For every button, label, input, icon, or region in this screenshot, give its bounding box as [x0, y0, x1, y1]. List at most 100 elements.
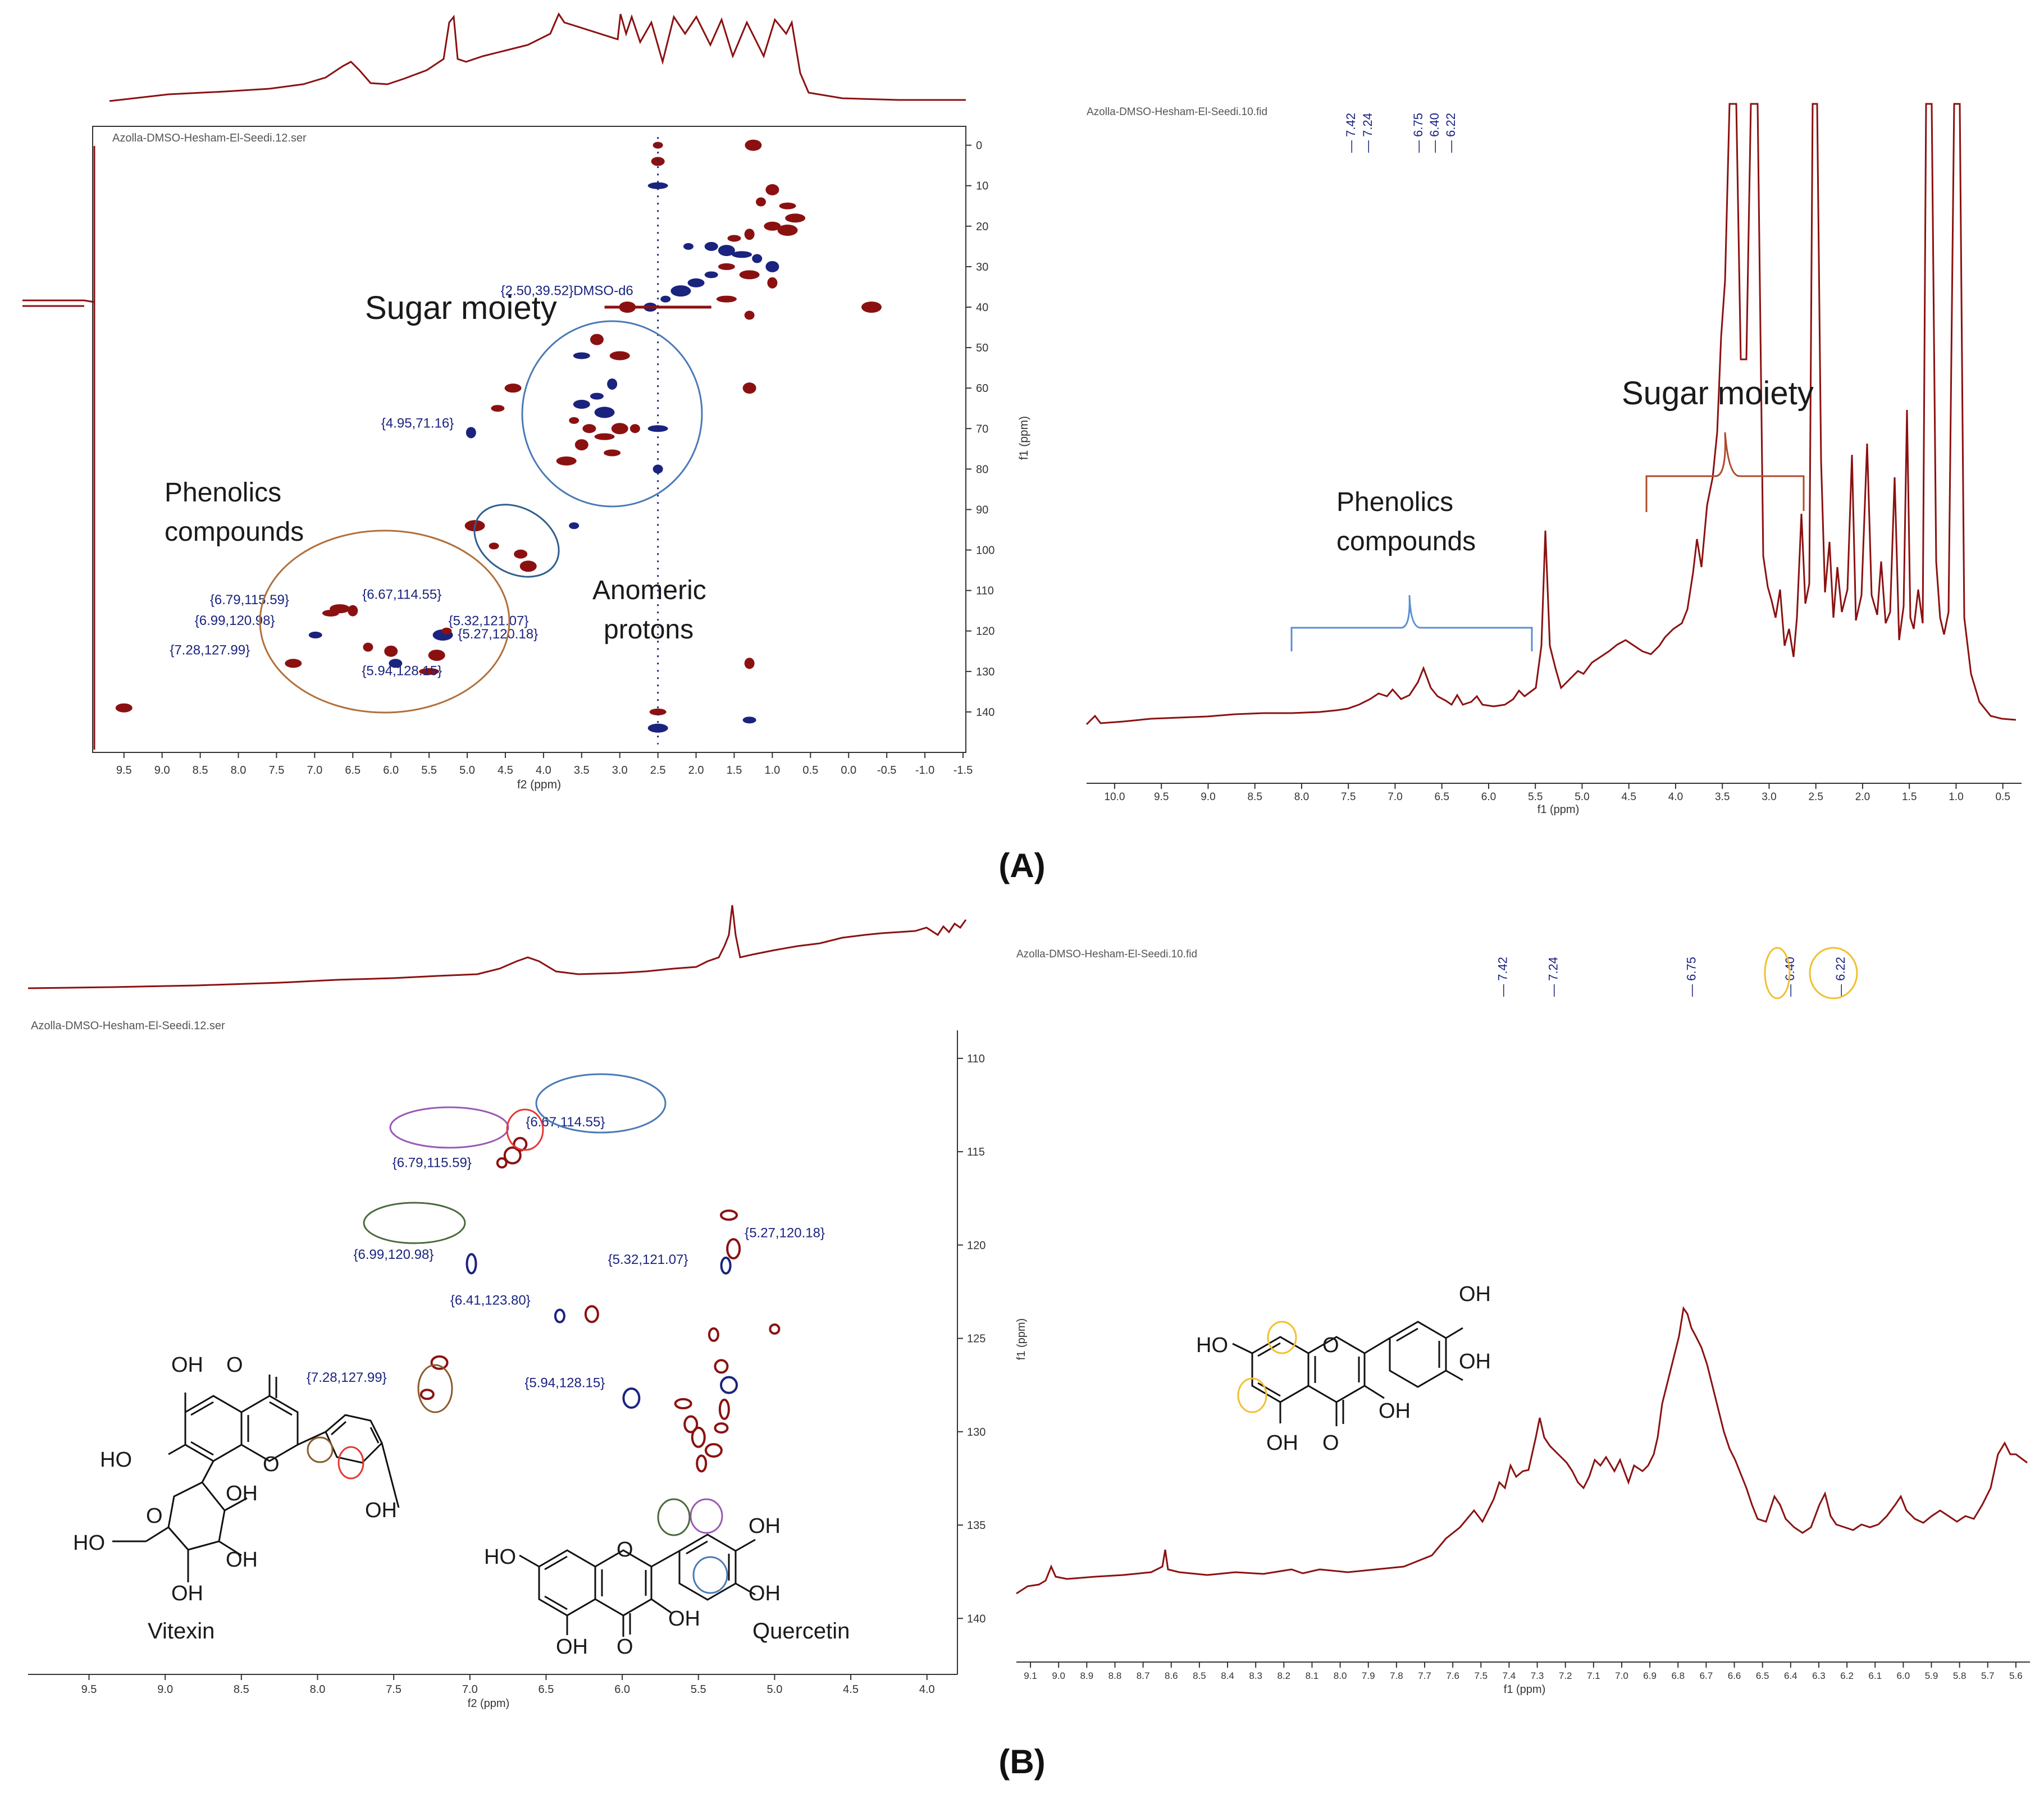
- x-tick-label: 2.0: [1855, 791, 1870, 803]
- phenolics-label-line2: compounds: [165, 517, 304, 547]
- vitexin-ho-1: HO: [100, 1448, 132, 1472]
- x-tick-label: 7.5: [269, 764, 285, 777]
- hsqc-b-green-ellipse: [363, 1202, 466, 1244]
- hsqc-peak: [764, 221, 781, 231]
- sugar-region-circle: [521, 320, 703, 508]
- x-tick-label: 5.5: [1528, 791, 1543, 803]
- hsqc-peak: [767, 277, 778, 289]
- x-tick-label: 1.5: [1902, 791, 1917, 803]
- x-tick-label: 7.1: [1587, 1670, 1600, 1681]
- hsqc-a-frame: [92, 126, 966, 753]
- x-tick-label: 5.5: [421, 764, 437, 777]
- hsqc-peak: [574, 439, 588, 451]
- hsqc-b-blue-ellipse: [535, 1073, 667, 1134]
- hsqc-peak: [687, 278, 705, 287]
- y-tick-label: 120: [976, 626, 994, 638]
- vitexin-name: Vitexin: [148, 1619, 215, 1644]
- hsqc-peak-label: {5.32,121.07}: [608, 1252, 688, 1267]
- vitexin-h-circle-1: [307, 1436, 334, 1463]
- hsqc-contour: [466, 1253, 477, 1275]
- hsqc-peak-label: {5.94,128.15}: [362, 663, 442, 678]
- nmr-a-x-label: f1 (ppm): [1537, 804, 1579, 816]
- hsqc-peak: [718, 245, 735, 257]
- nmr-peak-pick: — 7.24: [1546, 957, 1561, 997]
- x-tick-label: 8.3: [1249, 1670, 1262, 1681]
- phenolics-bracket: [1290, 595, 1533, 651]
- hsqc-peak: [647, 182, 668, 189]
- nmr-b-pick-circle-640: [1764, 947, 1791, 999]
- hsqc-peak-label: {6.99,120.98}: [195, 613, 275, 628]
- x-tick-label: 6.0: [383, 764, 399, 777]
- hsqc-contour: [718, 1398, 730, 1420]
- x-tick-label: 8.1: [1306, 1670, 1319, 1681]
- nmr-peak-pick: — 7.24: [1361, 113, 1375, 153]
- x-tick-label: 10.0: [1104, 791, 1125, 803]
- x-tick-label: 0.0: [841, 764, 856, 777]
- hsqc-peak: [594, 407, 615, 418]
- hsqc-peak: [647, 723, 668, 733]
- x-tick-label: 1.0: [1949, 791, 1963, 803]
- panel-a-1h-nmr: Azolla-DMSO-Hesham-El-Seedi.10.fid — 7.4…: [1085, 103, 2022, 816]
- nmr-a-peak-picks: — 7.42— 7.24 — 6.75— 6.40— 6.22: [1344, 113, 1458, 153]
- hsqc-b-red-circle: [506, 1108, 544, 1151]
- hsqc-peak-label: {2.50,39.52}DMSO-d6: [501, 284, 633, 299]
- x-tick-label: 2.5: [1808, 791, 1823, 803]
- x-tick-label: 8.7: [1137, 1670, 1150, 1681]
- hsqc-peak: [785, 213, 806, 223]
- anomeric-label-line1: Anomeric: [592, 576, 706, 605]
- hsqc-peak: [556, 456, 577, 465]
- hsqc-peak: [590, 392, 604, 400]
- hsqc-b-x-axis: 9.5 9.0 8.5 8.0 7.5 7.0 6.5 6.0 5.5 5.0 4.5 4.0: [28, 1674, 957, 1696]
- x-tick-label: 4.0: [536, 764, 551, 777]
- hsqc-b-brown-circle: [417, 1364, 453, 1413]
- hsqc-peak: [466, 427, 476, 439]
- hsqc-contour: [708, 1327, 719, 1342]
- nmr-b-x-axis: 9.1 9.0 8.9 8.8 8.7 8.6 8.5 8.4 8.3 8.2 8.1 8.0 7.9 7…: [1016, 1661, 2030, 1681]
- nmr-peak-pick: — 6.40: [1427, 113, 1441, 153]
- x-tick-label: 9.5: [116, 764, 132, 777]
- y-tick-label: 20: [976, 221, 988, 233]
- nmr-peak-pick: — 6.75: [1411, 113, 1425, 153]
- x-tick-label: 8.0: [1294, 791, 1309, 803]
- panel-a-hsqc: Azolla-DMSO-Hesham-El-Seedi.12.ser 9.5 9.…: [22, 12, 1030, 791]
- hsqc-peak: [732, 251, 752, 258]
- hsqc-peak-label: {5.27,120.18}: [458, 627, 538, 642]
- x-tick-label: 1.0: [764, 764, 780, 777]
- hsqc-peak: [569, 417, 580, 424]
- x-tick-label: 4.0: [1668, 791, 1683, 803]
- hsqc-peak: [756, 197, 766, 207]
- hsqc-contour: [720, 1209, 738, 1221]
- hsqc-contour: [513, 1136, 528, 1152]
- x-tick-label: 0.5: [1995, 791, 2010, 803]
- hsqc-a-peaks: [115, 137, 882, 745]
- panel-b-1h-nmr: Azolla-DMSO-Hesham-El-Seedi.10.fid — 7.4…: [1015, 947, 2030, 1696]
- hsqc-contour: [503, 1146, 522, 1165]
- x-tick-label: 8.5: [234, 1683, 249, 1696]
- nmr-a-phenolics-line1: Phenolics: [1336, 487, 1453, 517]
- hsqc-peak: [718, 263, 735, 270]
- hsqc-peak: [363, 642, 373, 652]
- hsqc-peak: [285, 659, 302, 668]
- hsqc-b-x-label: f2 (ppm): [468, 1697, 509, 1710]
- quercetin-oh-3: OH: [668, 1607, 700, 1631]
- hsqc-peak: [653, 464, 663, 474]
- hsqc-contour: [714, 1422, 729, 1434]
- x-tick-label: 7.0: [1388, 791, 1402, 803]
- quercetin-oh-1: OH: [749, 1514, 781, 1538]
- hsqc-peak: [765, 184, 779, 195]
- x-tick-label: 7.2: [1559, 1670, 1572, 1681]
- hsqc-a-peak-labels: {2.50,39.52}DMSO-d6 {4.95,71.16} {6.79,115…: [170, 284, 633, 679]
- vitexin-oh-4: OH: [171, 1582, 203, 1605]
- hsqc-b-y-axis: 110 115 120 125 130 135 140: [957, 1030, 986, 1674]
- quercetin-oh-2: OH: [749, 1582, 781, 1605]
- nmr-a-phenolics-line2: compounds: [1336, 527, 1476, 556]
- hsqc-contour: [683, 1415, 699, 1434]
- hsqc-peak: [441, 627, 452, 634]
- quercetin-h-circle-purple: [690, 1498, 723, 1534]
- hsqc-peak: [504, 384, 522, 393]
- hsqc-peak: [419, 668, 440, 675]
- y-tick-label: 130: [967, 1426, 986, 1439]
- x-tick-label: 8.2: [1277, 1670, 1290, 1681]
- vitexin-o-ring: O: [263, 1453, 280, 1476]
- hsqc-peak: [308, 631, 322, 638]
